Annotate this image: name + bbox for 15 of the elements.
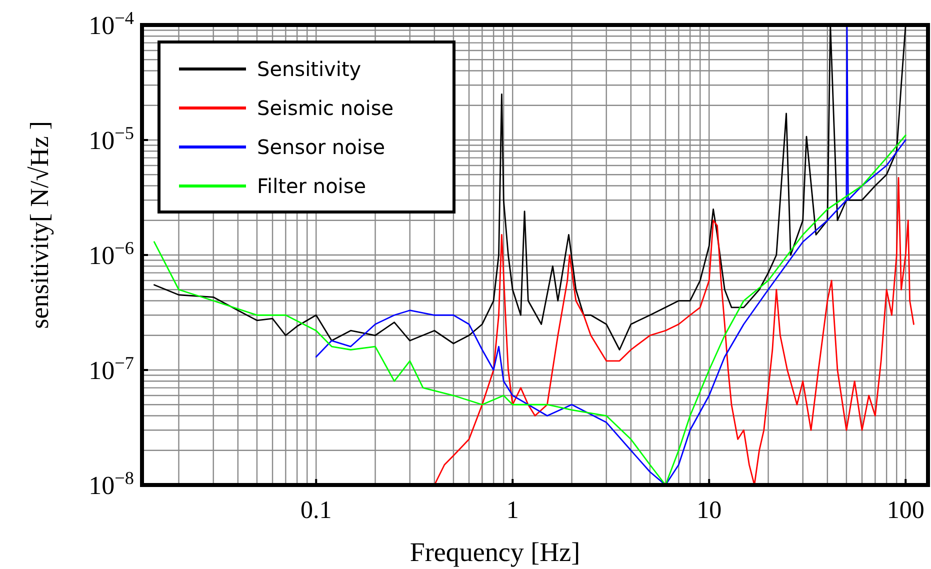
- legend-label: Seismic noise: [257, 96, 394, 120]
- x-tick-label: 100: [886, 497, 924, 524]
- y-tick-label: 10$^{−5}$: [88, 123, 134, 155]
- x-axis-title: Frequency [Hz]: [410, 537, 580, 567]
- x-tick-label: 10: [696, 497, 722, 524]
- y-tick-label: 10$^{−8}$: [88, 468, 134, 500]
- x-tick-label: 1: [506, 497, 519, 524]
- y-tick-label: 10$^{−6}$: [88, 238, 134, 270]
- x-tick-label: 0.1: [300, 497, 332, 524]
- y-tick-label: 10$^{−7}$: [88, 353, 134, 385]
- legend-label: Sensitivity: [257, 57, 362, 81]
- legend-label: Sensor noise: [257, 135, 386, 159]
- y-tick-label: 10$^{−4}$: [88, 8, 134, 40]
- legend-label: Filter noise: [257, 174, 366, 198]
- y-axis-title: sensitivity[ N/√Hz ]: [25, 121, 54, 329]
